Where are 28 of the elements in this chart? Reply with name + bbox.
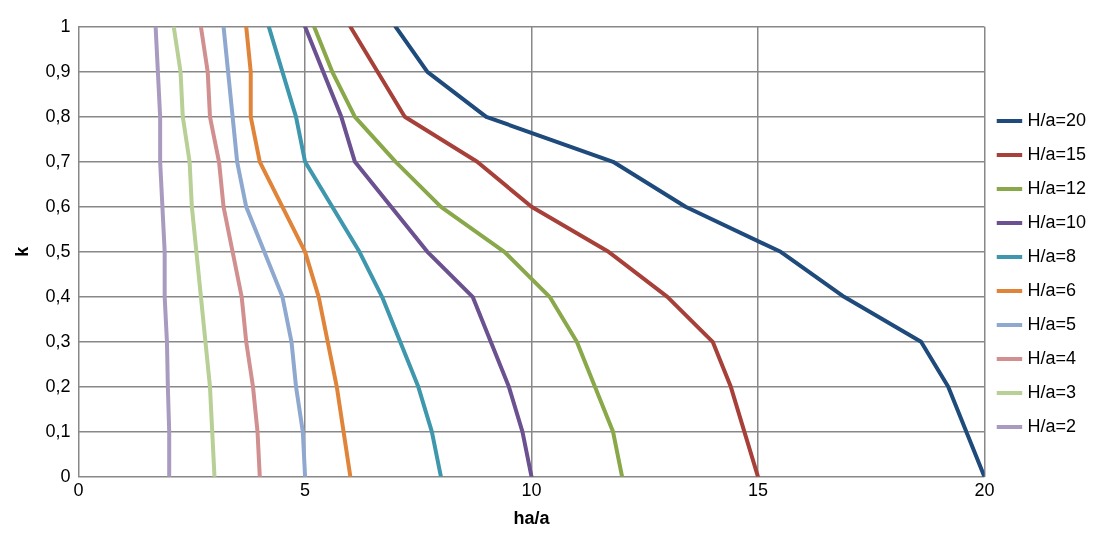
legend-label: H/a=2 bbox=[1027, 415, 1076, 436]
legend-label: H/a=5 bbox=[1027, 313, 1076, 334]
legend-label: H/a=8 bbox=[1027, 245, 1076, 266]
x-tick-label: 15 bbox=[747, 479, 769, 500]
legend-label: H/a=4 bbox=[1027, 347, 1076, 368]
legend-label: H/a=6 bbox=[1027, 279, 1076, 300]
x-tick-label: 10 bbox=[521, 479, 542, 500]
y-tick-label: 0,6 bbox=[45, 195, 71, 216]
x-tick-label: 20 bbox=[974, 479, 995, 500]
legend-label: H/a=12 bbox=[1027, 177, 1086, 198]
y-tick-label: 0,3 bbox=[45, 330, 71, 351]
legend-label: H/a=10 bbox=[1027, 211, 1086, 232]
y-tick-label: 0,4 bbox=[45, 285, 71, 306]
y-tick-label: 0,1 bbox=[45, 420, 71, 441]
y-tick-label: 0,9 bbox=[45, 60, 71, 81]
x-tick-label: 5 bbox=[300, 479, 311, 500]
y-axis-title: k bbox=[11, 245, 32, 257]
y-tick-label: 0,7 bbox=[45, 150, 71, 171]
y-tick-label: 0,8 bbox=[45, 105, 71, 126]
y-tick-label: 0,5 bbox=[45, 240, 71, 261]
x-tick-label: 0 bbox=[73, 479, 84, 500]
y-tick-label: 0,2 bbox=[45, 375, 71, 396]
x-axis-title: ha/a bbox=[513, 508, 551, 529]
y-tick-label: 1 bbox=[60, 15, 71, 36]
y-tick-label: 0 bbox=[60, 465, 71, 486]
legend-label: H/a=3 bbox=[1027, 381, 1076, 402]
legend-label: H/a=20 bbox=[1027, 109, 1086, 130]
legend-label: H/a=15 bbox=[1027, 143, 1086, 164]
